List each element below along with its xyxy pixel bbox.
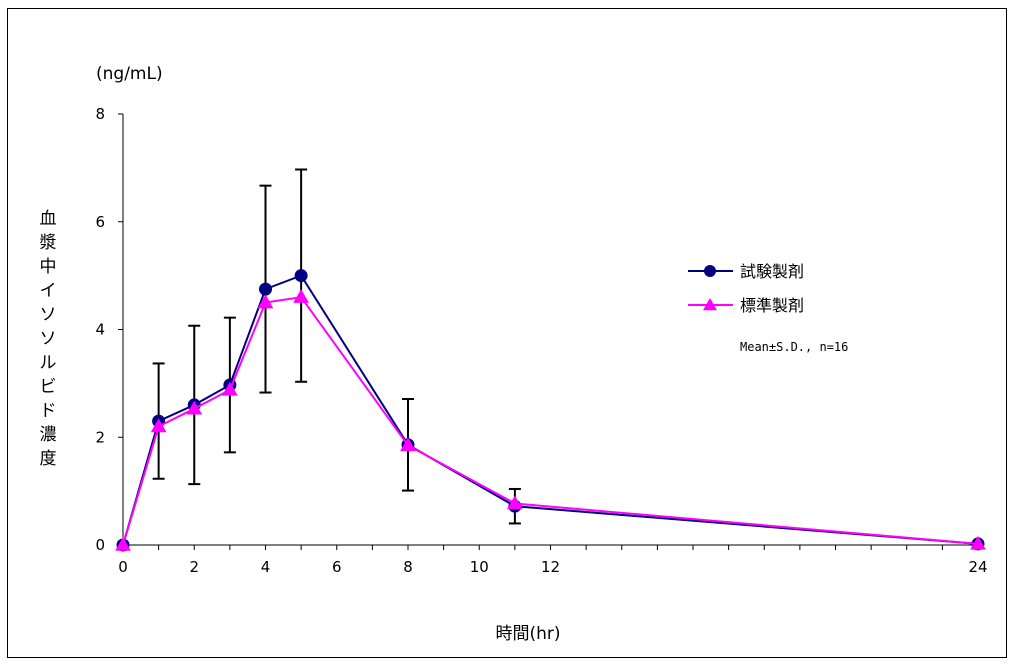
legend-marker-1 [704, 265, 716, 277]
y-tick-label: 8 [95, 105, 105, 123]
y-axis-label-char: 中 [40, 257, 57, 277]
series-2-point [400, 437, 416, 452]
series-1-point [294, 269, 308, 283]
y-axis-label-char: 濃 [40, 425, 57, 445]
series-2-point [257, 294, 274, 309]
y-axis-label-char: ル [40, 353, 57, 373]
y-axis-label-char: 血 [40, 209, 57, 229]
y-axis-label-char: ソ [40, 329, 57, 349]
y-tick-label: 6 [95, 213, 105, 231]
chart-note: Mean±S.D., n=16 [740, 340, 848, 354]
y-axis-label-char: ド [40, 401, 57, 421]
x-tick-label: 12 [541, 558, 560, 576]
chart-frame: 0 2 4 6 8 0 2 4 6 8 10 12 24 (ng/mL) 血漿中イソソルビド濃度 時間(hr)… [7, 8, 1007, 658]
x-tick-label: 10 [470, 558, 489, 576]
series-line-1 [122, 274, 979, 546]
y-tick-label: 4 [95, 321, 105, 339]
x-tick-label: 6 [332, 558, 342, 576]
y-axis-label-char: ビ [40, 377, 57, 397]
y-axis-label: 血漿中イソソルビド濃度 [40, 209, 57, 469]
y-unit-label: (ng/mL) [96, 64, 163, 84]
legend-label-1: 試験製剤 [740, 262, 804, 281]
x-tick-label: 8 [403, 558, 413, 576]
legend-marker-2 [703, 298, 717, 311]
y-tick-label: 2 [95, 428, 105, 446]
x-tick-label: 2 [189, 558, 199, 576]
y-axis-label-char: ソ [40, 305, 57, 325]
x-tick-label: 0 [118, 558, 128, 576]
series-2-point [970, 535, 986, 550]
x-tick-label: 4 [261, 558, 271, 576]
series-2-point [507, 495, 523, 510]
series-2-point [186, 400, 203, 415]
y-axis-label-char: 漿 [40, 233, 57, 253]
series-1-point [259, 282, 272, 296]
series-2-point [150, 418, 167, 433]
x-axis-label: 時間(hr) [495, 624, 560, 644]
y-axis-label-char: イ [40, 281, 57, 301]
series-2-point [115, 536, 131, 551]
y-tick-label: 0 [95, 536, 105, 554]
series-2-point [222, 381, 238, 396]
series-2-point [293, 289, 309, 303]
x-tick-label: 24 [968, 558, 987, 576]
y-axis-label-char: 度 [40, 449, 57, 469]
legend-label-2: 標準製剤 [740, 296, 804, 315]
series-line-2 [122, 296, 979, 546]
